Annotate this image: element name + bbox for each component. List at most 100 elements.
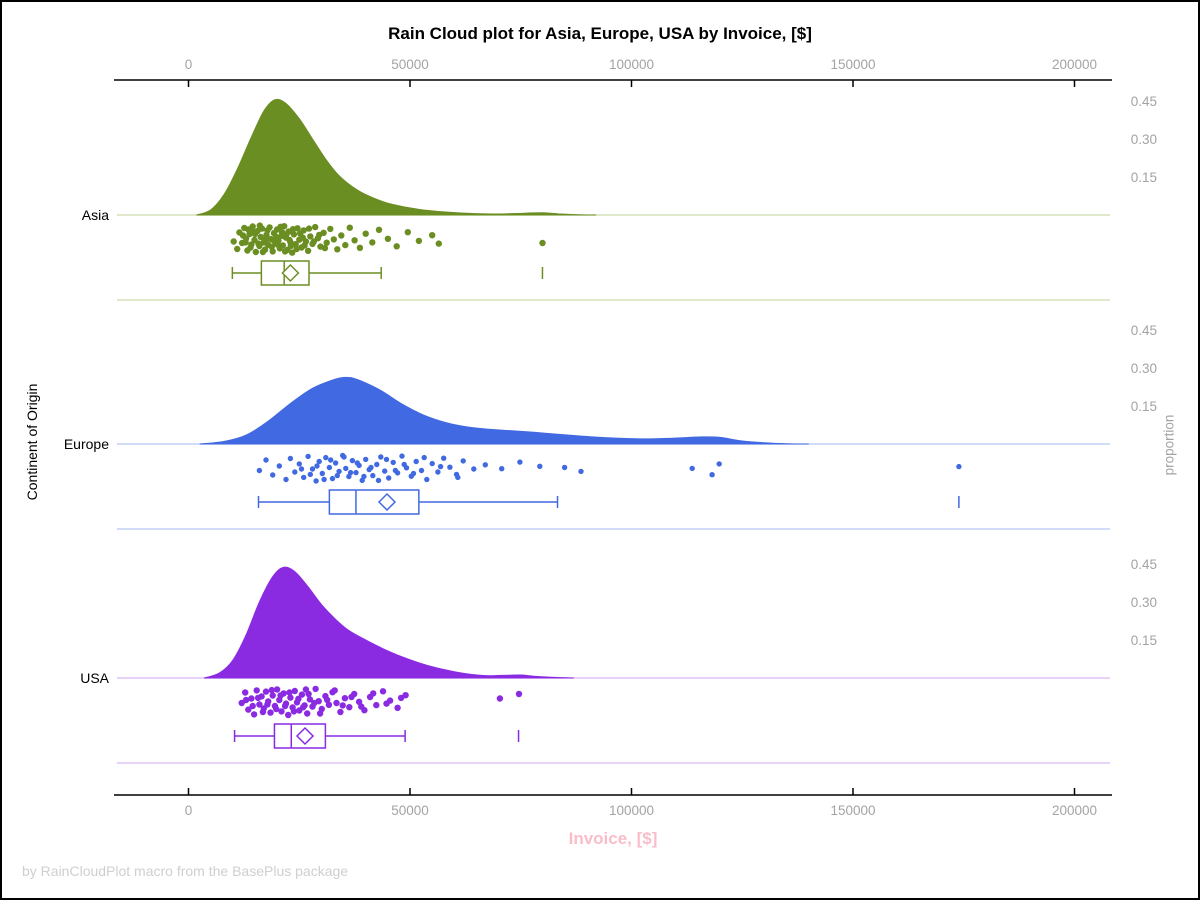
rain-point [253, 687, 260, 694]
rain-point [421, 454, 427, 461]
rain-point [275, 237, 282, 244]
rain-point [336, 468, 342, 475]
rain-point [382, 468, 388, 474]
rain-point [270, 472, 276, 478]
boxplot-usa [233, 723, 520, 749]
x-axis-bottom: 0 50000 100000 150000 200000 [114, 788, 1112, 818]
rain-point [290, 231, 298, 238]
rain-point [482, 462, 488, 468]
rain-point [324, 696, 331, 704]
iqr-box [273, 723, 327, 749]
rain-point [301, 474, 307, 481]
rain-point [293, 245, 300, 253]
rain-point [304, 710, 311, 717]
rain-point [353, 469, 359, 476]
rain-point [418, 467, 425, 474]
x-axis-tick-label: 100000 [609, 803, 654, 818]
rain-point [292, 241, 299, 248]
rain-point [370, 472, 376, 479]
rain-point [321, 244, 329, 252]
rain-point [379, 688, 387, 695]
rain-point [455, 474, 461, 481]
rain-point [323, 454, 329, 461]
x-axis-tick-label: 0 [185, 803, 193, 818]
rain-point [370, 690, 377, 697]
rain-point [261, 246, 269, 253]
rain-point [283, 476, 289, 483]
proportion-tick-label: 0.45 [1131, 323, 1157, 338]
rain-point [361, 707, 368, 714]
x-axis-tick-label: 150000 [830, 57, 875, 72]
rain-point [435, 469, 441, 475]
rain-point [429, 460, 435, 467]
rain-point [413, 458, 419, 465]
rain-point [305, 690, 312, 698]
x-axis-tick-label: 150000 [830, 803, 875, 818]
rain-point [314, 463, 320, 469]
rain-point [435, 240, 442, 247]
rain-point [291, 687, 298, 695]
rain-point [269, 692, 276, 699]
rain-point [394, 704, 401, 711]
rain-point [305, 225, 313, 232]
rain-point [393, 243, 400, 250]
rain-point [375, 226, 383, 233]
rain-points-europe [256, 452, 962, 484]
density-curve-europe [199, 376, 809, 445]
proportion-tick-label: 0.30 [1131, 595, 1157, 610]
rain-point [327, 225, 334, 233]
rain-point [312, 685, 319, 693]
rain-point [383, 456, 390, 463]
x-axis-top: 0 50000 100000 150000 200000 [114, 57, 1112, 87]
rain-point [339, 702, 346, 709]
rain-point [333, 699, 340, 707]
boxplot-asia [231, 260, 544, 286]
boxplot-europe [257, 489, 960, 515]
rain-point [258, 225, 266, 232]
rain-point [307, 471, 313, 478]
rain-point [248, 241, 255, 248]
proportion-tick-label: 0.45 [1131, 94, 1157, 109]
rain-point [280, 690, 287, 697]
rain-point [403, 465, 410, 471]
rain-point [281, 223, 288, 230]
rain-point [356, 244, 364, 251]
rain-point [956, 463, 962, 470]
rain-point [378, 454, 384, 460]
rain-point [341, 695, 349, 702]
rain-point [517, 459, 523, 465]
rain-point [355, 698, 363, 705]
rain-point [312, 223, 319, 231]
rain-point [287, 694, 294, 701]
rain-point [471, 466, 477, 472]
rain-point [234, 245, 241, 253]
rain-point [258, 693, 265, 700]
x-axis-title: Invoice, [$] [568, 829, 658, 848]
density-curve-usa [203, 566, 574, 679]
rain-point [298, 466, 305, 472]
category-label-europe: Europe [64, 436, 109, 452]
rain-points-usa [238, 685, 523, 719]
rain-point [279, 242, 287, 249]
proportion-tick-label: 0.15 [1131, 170, 1157, 185]
rain-point [394, 470, 401, 476]
rain-point [404, 229, 411, 236]
rain-point [242, 696, 250, 704]
rain-point [248, 695, 255, 702]
rain-point [285, 711, 292, 719]
rain-point [346, 704, 353, 711]
rain-point [256, 242, 263, 250]
rain-point [252, 248, 259, 256]
rain-point [499, 466, 505, 472]
rain-point [266, 224, 273, 231]
rain-point [402, 692, 409, 699]
rain-point [437, 463, 444, 470]
attribution-note: by RainCloudPlot macro from the BasePlus… [22, 863, 349, 879]
rain-point [351, 237, 358, 244]
rain-point [294, 225, 301, 232]
rain-point [460, 458, 466, 464]
rain-point [257, 233, 264, 241]
rain-point [267, 709, 274, 716]
rain-point [362, 230, 369, 237]
